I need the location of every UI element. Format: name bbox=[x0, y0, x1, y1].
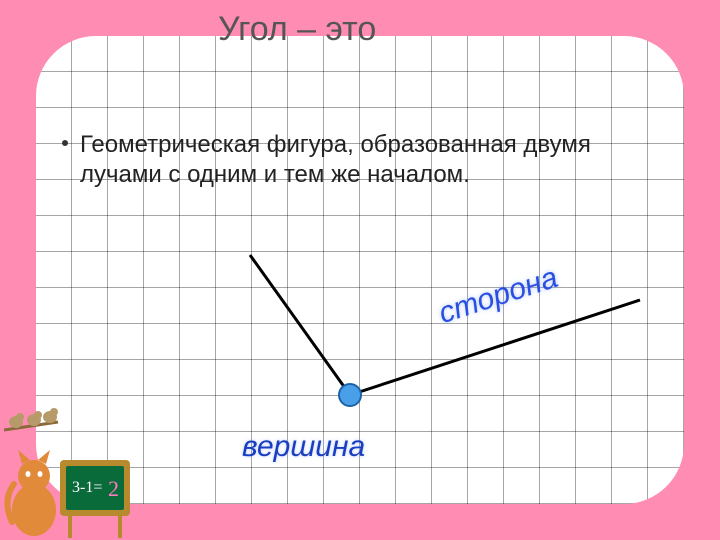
vertex-point bbox=[339, 384, 361, 406]
chalkboard-equation: 3-1= bbox=[72, 479, 102, 496]
label-vertex: вершина bbox=[242, 430, 365, 464]
birds-icon bbox=[4, 408, 58, 430]
page-title: Угол – это bbox=[218, 10, 376, 49]
angle-diagram bbox=[200, 250, 660, 450]
label-vertex-text: вершина bbox=[242, 430, 365, 463]
ray-1 bbox=[250, 255, 350, 395]
corner-illustration: 3-1= 2 bbox=[0, 380, 140, 540]
definition-text: Геометрическая фигура, образованная двум… bbox=[80, 131, 591, 188]
chalkboard-answer: 2 bbox=[108, 476, 119, 501]
cat-icon bbox=[7, 450, 56, 536]
bullet-dot bbox=[62, 140, 68, 146]
chalkboard-icon: 3-1= 2 bbox=[60, 460, 130, 538]
title-text: Угол – это bbox=[218, 10, 376, 48]
slide-root: Угол – это Геометрическая фигура, образо… bbox=[0, 0, 720, 540]
definition-block: Геометрическая фигура, образованная двум… bbox=[80, 130, 640, 190]
